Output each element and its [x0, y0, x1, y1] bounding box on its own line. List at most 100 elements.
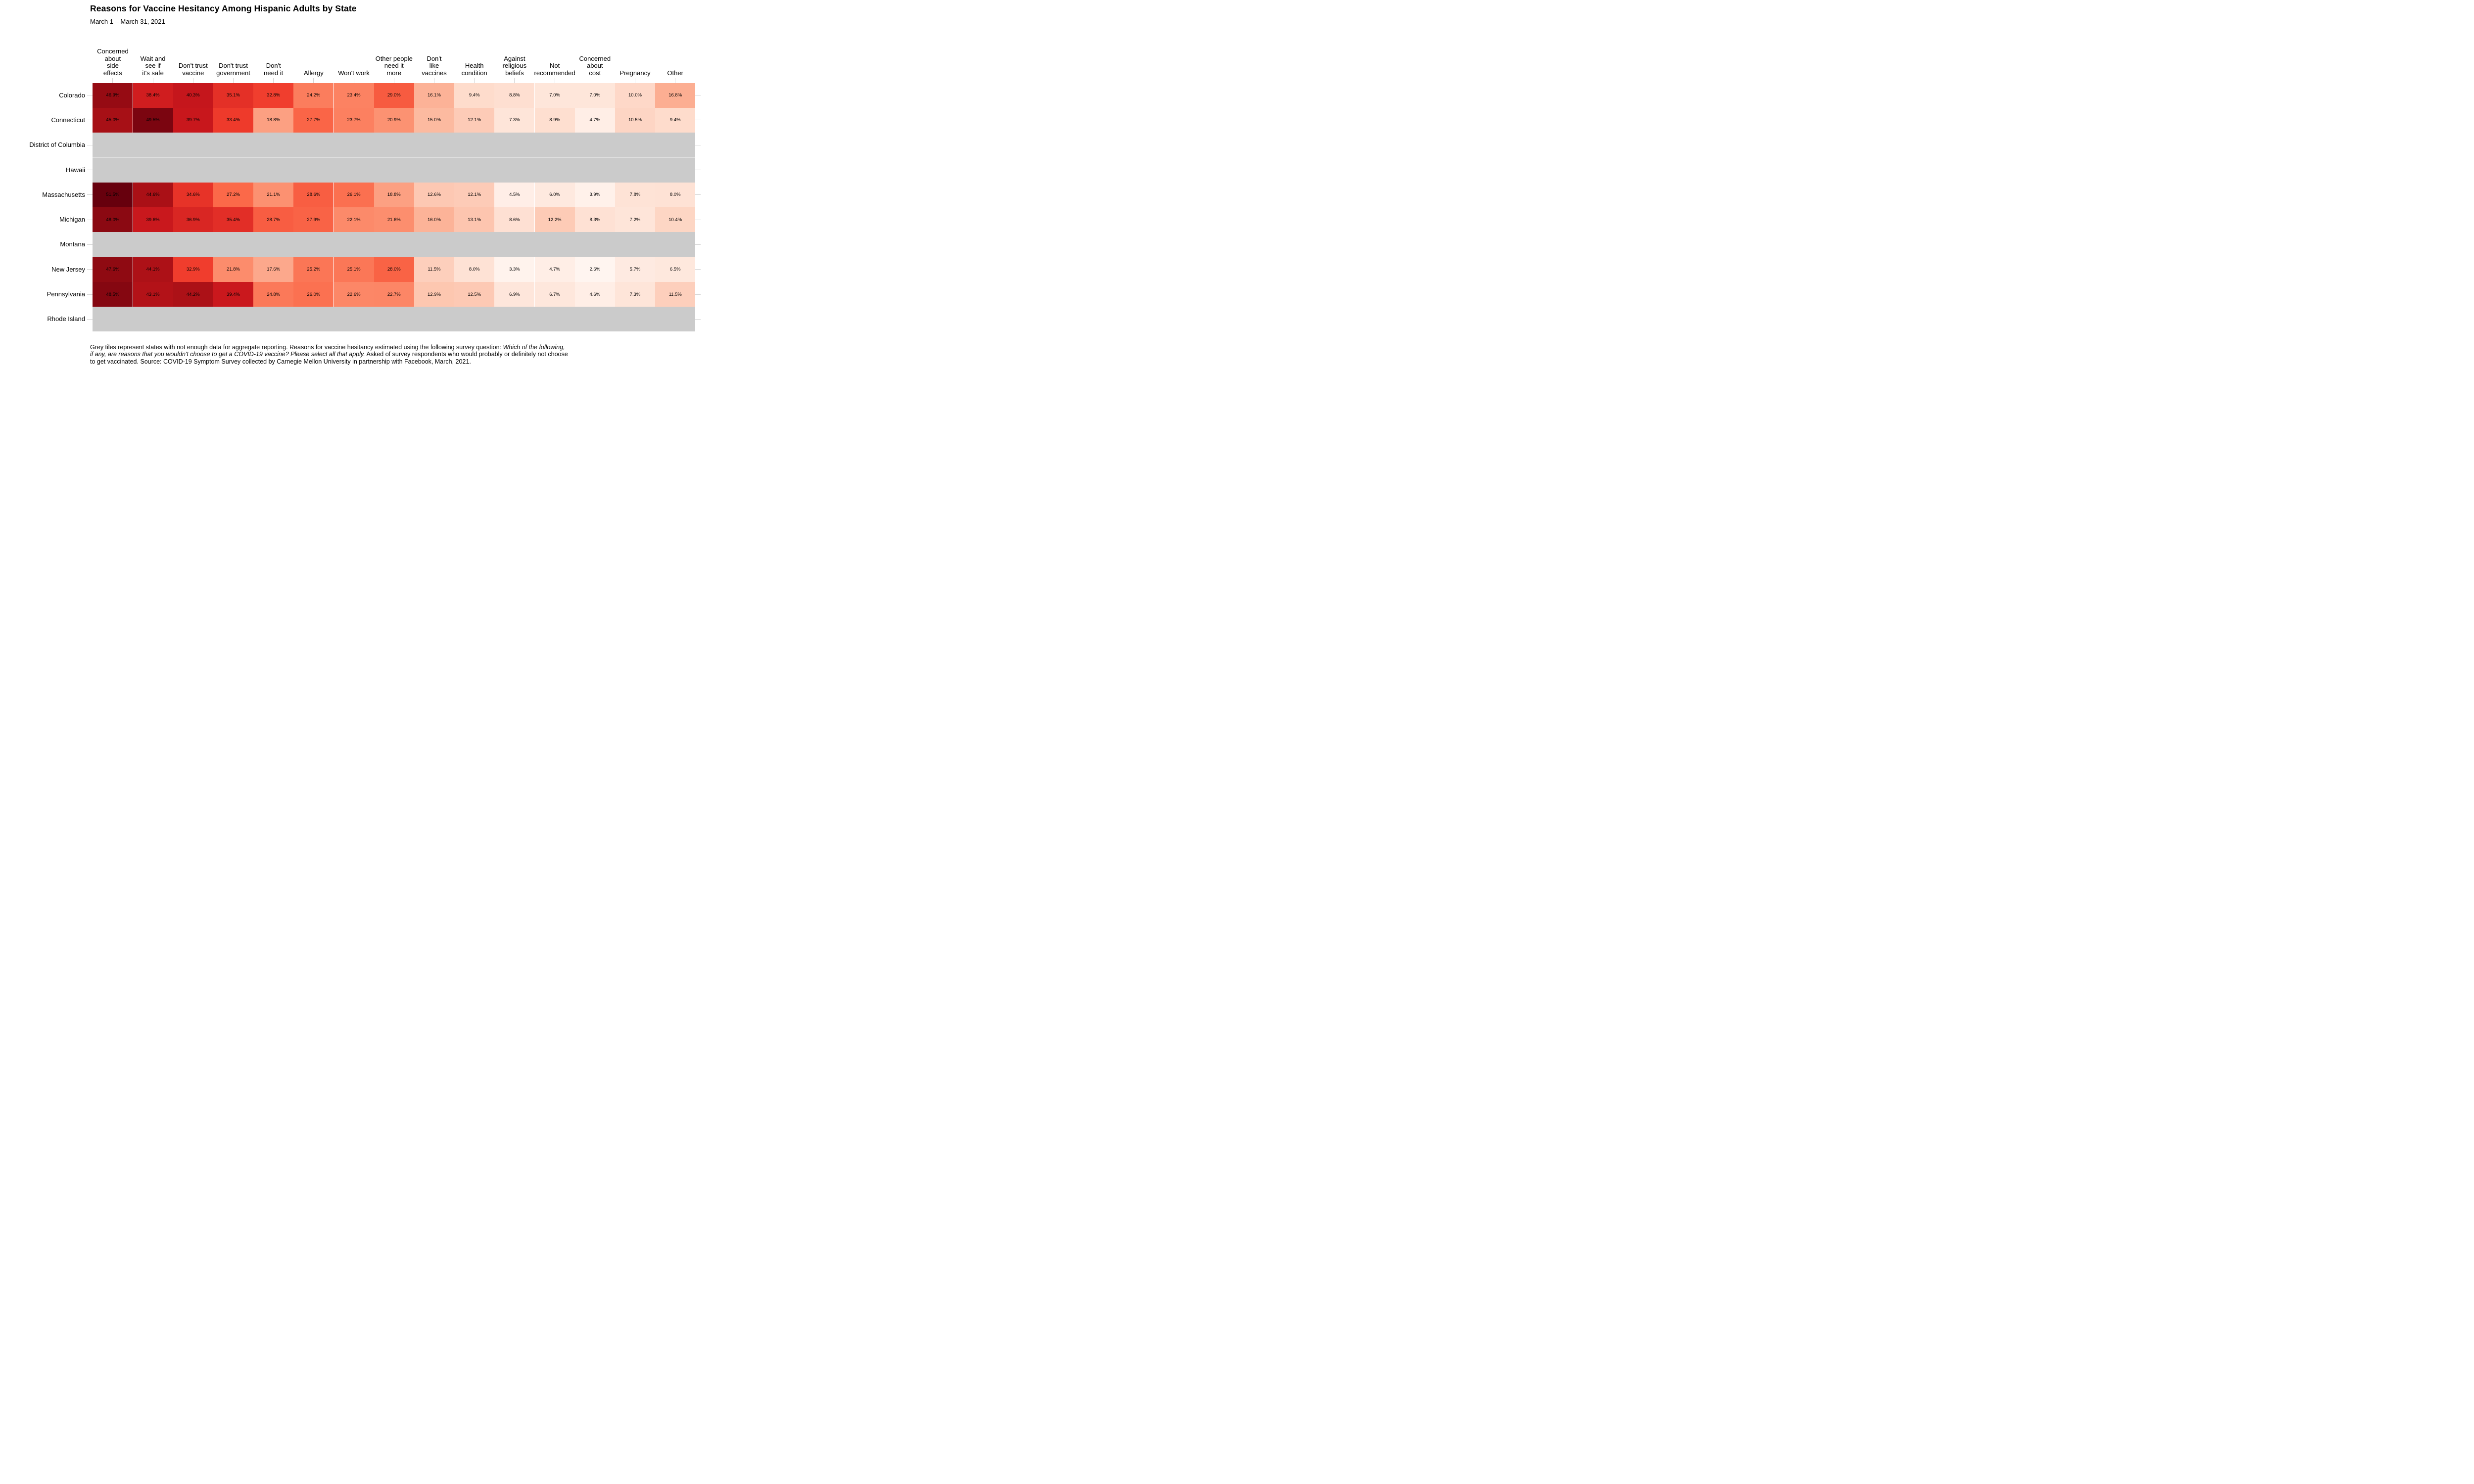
heatmap-cell: 8.0%	[655, 182, 696, 207]
heatmap-cell: 6.5%	[655, 257, 696, 282]
heatmap-cell: 7.8%	[615, 182, 656, 207]
footnote-italic-segment: if any, are reasons that you wouldn't ch…	[90, 351, 365, 358]
heatmap-cell: 35.4%	[213, 207, 254, 232]
footnote: Grey tiles represent states with not eno…	[90, 344, 568, 365]
heatmap-cell: 15.0%	[414, 107, 455, 133]
page-title: Reasons for Vaccine Hesitancy Among Hisp…	[90, 3, 357, 13]
heatmap-cell: 28.0%	[374, 257, 414, 282]
column-header-3: Don't trust vaccine	[178, 62, 208, 77]
heatmap-cell: 20.9%	[374, 107, 414, 133]
heatmap-cell: 38.4%	[133, 83, 173, 108]
heatmap-cell: 22.6%	[333, 281, 374, 307]
top-tick	[112, 78, 113, 83]
heatmap-cell: 16.8%	[655, 83, 696, 108]
heatmap-cell: 10.0%	[615, 83, 656, 108]
heatmap-cell: 35.1%	[213, 83, 254, 108]
heatmap-cell: 23.4%	[333, 83, 374, 108]
heatmap-cell: 12.6%	[414, 182, 455, 207]
heatmap-cell: 18.8%	[253, 107, 294, 133]
heatmap-cell: 12.9%	[414, 281, 455, 307]
row-label-pennsylvania: Pennsylvania	[47, 290, 85, 298]
heatmap-cell: 7.0%	[574, 83, 615, 108]
top-tick	[313, 78, 314, 83]
heatmap-cell: 24.2%	[293, 83, 334, 108]
row-label-rhode-island: Rhode Island	[47, 315, 85, 323]
heatmap-cell: 36.9%	[173, 207, 213, 232]
heatmap-cell: 12.5%	[454, 281, 495, 307]
chart-subtitle: March 1 – March 31, 2021	[90, 18, 165, 25]
heatmap-cell: 11.5%	[655, 281, 696, 307]
right-tick	[695, 194, 701, 195]
heatmap-cell: 13.1%	[454, 207, 495, 232]
heatmap-cell: 7.0%	[534, 83, 575, 108]
heatmap-cell: 8.9%	[534, 107, 575, 133]
footnote-line-3: to get vaccinated. Source: COVID-19 Symp…	[90, 358, 568, 365]
heatmap-cell: 22.7%	[374, 281, 414, 307]
footnote-text-segment: Grey tiles represent states with not eno…	[90, 344, 503, 351]
heatmap-cell: 16.1%	[414, 83, 455, 108]
heatmap-cell: 25.1%	[333, 257, 374, 282]
heatmap-cell: 7.2%	[615, 207, 656, 232]
column-header-15: Other	[667, 69, 683, 77]
heatmap-cell: 44.6%	[133, 182, 173, 207]
footnote-text-segment: to get vaccinated. Source: COVID-19 Symp…	[90, 358, 471, 365]
heatmap-cell: 32.9%	[173, 257, 213, 282]
top-tick	[474, 78, 475, 83]
heatmap-cell: 10.4%	[655, 207, 696, 232]
heatmap-cell: 3.9%	[574, 182, 615, 207]
heatmap-cell: 49.5%	[133, 107, 173, 133]
heatmap-cell: 28.6%	[293, 182, 334, 207]
column-header-13: Concerned about cost	[579, 54, 611, 77]
column-header-2: Wait and see if it's safe	[140, 54, 166, 77]
heatmap-cell: 21.6%	[374, 207, 414, 232]
heatmap-cell: 4.7%	[534, 257, 575, 282]
right-tick	[695, 319, 701, 320]
column-header-1: Concerned about side effects	[97, 47, 129, 77]
top-tick	[273, 78, 274, 83]
footnote-italic-segment: Which of the following,	[503, 344, 565, 351]
heatmap-cell: 48.0%	[93, 207, 133, 232]
row-label-district-of-columbia: District of Columbia	[29, 141, 85, 149]
heatmap-cell: 17.6%	[253, 257, 294, 282]
heatmap-cell: 5.7%	[615, 257, 656, 282]
heatmap-cell: 8.6%	[494, 207, 535, 232]
heatmap-cell: 33.4%	[213, 107, 254, 133]
heatmap-cell: 6.7%	[534, 281, 575, 307]
no-data-row-district-of-columbia	[93, 133, 696, 158]
footnote-line-1: Grey tiles represent states with not eno…	[90, 344, 568, 351]
right-tick	[695, 294, 701, 295]
heatmap-cell: 44.1%	[133, 257, 173, 282]
heatmap-cell: 9.4%	[454, 83, 495, 108]
heatmap-cell: 27.2%	[213, 182, 254, 207]
no-data-row-rhode-island	[93, 307, 696, 332]
column-header-4: Don't trust government	[216, 62, 250, 77]
heatmap-cell: 27.9%	[293, 207, 334, 232]
footnote-line-2: if any, are reasons that you wouldn't ch…	[90, 351, 568, 358]
heatmap-cell: 40.3%	[173, 83, 213, 108]
column-header-10: Health condition	[461, 62, 487, 77]
heatmap-cell: 8.3%	[574, 207, 615, 232]
heatmap-cell: 47.6%	[93, 257, 133, 282]
no-data-row-hawaii	[93, 157, 696, 183]
heatmap-cell: 11.5%	[414, 257, 455, 282]
row-label-massachusetts: Massachusetts	[42, 190, 85, 198]
heatmap-cell: 10.5%	[615, 107, 656, 133]
column-header-11: Against religious beliefs	[502, 54, 527, 77]
heatmap-cell: 7.3%	[494, 107, 535, 133]
row-label-connecticut: Connecticut	[51, 116, 85, 124]
heatmap-cell: 21.8%	[213, 257, 254, 282]
heatmap-cell: 32.8%	[253, 83, 294, 108]
heatmap-cell: 16.0%	[414, 207, 455, 232]
no-data-row-separator	[93, 157, 696, 158]
right-tick	[695, 269, 701, 270]
top-tick	[233, 78, 234, 83]
heatmap-cell: 12.1%	[454, 107, 495, 133]
footnote-text-segment: Asked of survey respondents who would pr…	[365, 351, 568, 358]
heatmap-cell: 46.9%	[93, 83, 133, 108]
column-header-9: Don't like vaccines	[422, 54, 447, 77]
heatmap-cell: 12.2%	[534, 207, 575, 232]
column-header-8: Other people need it more	[375, 54, 413, 77]
heatmap-cell: 9.4%	[655, 107, 696, 133]
heatmap-cell: 6.9%	[494, 281, 535, 307]
heatmap-cell: 2.6%	[574, 257, 615, 282]
